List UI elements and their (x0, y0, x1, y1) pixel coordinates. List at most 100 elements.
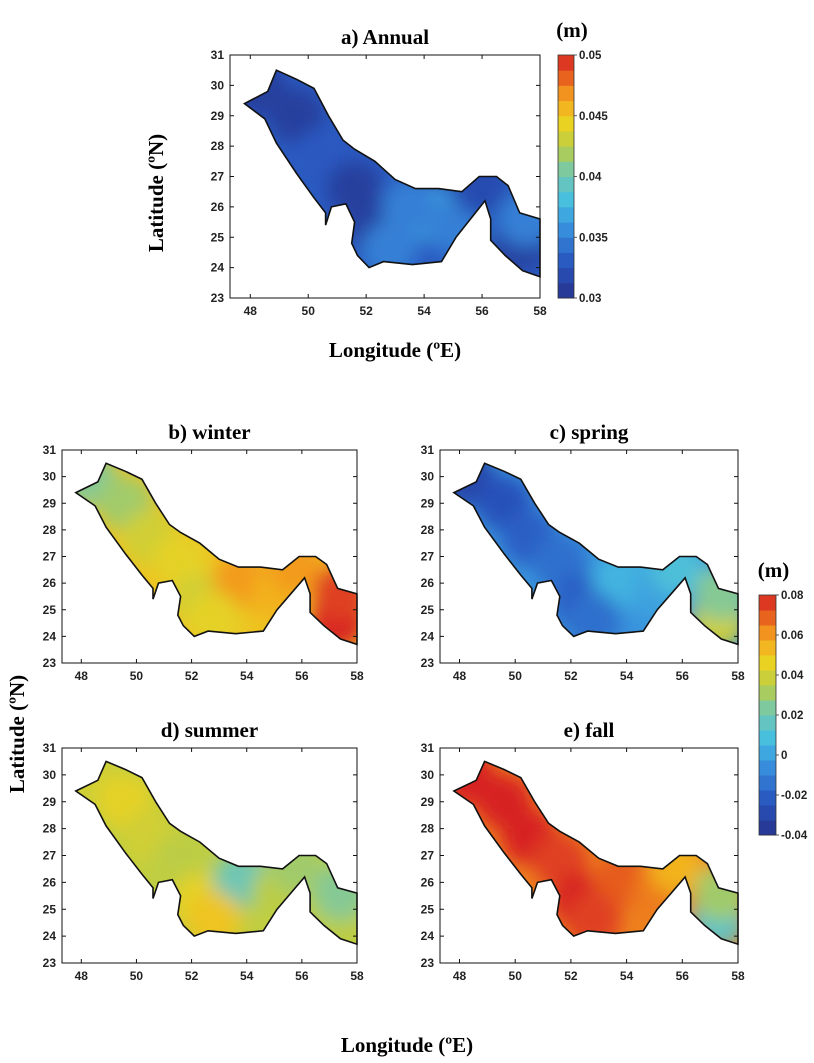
colorbar-swatch-fall (759, 685, 776, 701)
data-point-winter-10 (185, 592, 242, 645)
panel-title-annual: a) Annual (341, 25, 429, 49)
colorbar-swatch-fall (759, 820, 776, 836)
colorbar-tick-label-fall: 0.02 (781, 710, 803, 722)
colorbar-unit-fall: (m) (758, 558, 789, 582)
x-tick-label-spring: 48 (453, 669, 467, 683)
colorbar-swatch-fall (759, 775, 776, 791)
x-tick-label-annual: 48 (244, 304, 258, 318)
colorbar-tick-label-fall: -0.02 (781, 790, 807, 802)
colorbar-swatch-fall (759, 790, 776, 806)
y-tick-label-winter: 25 (43, 603, 57, 617)
x-tick-label-spring: 56 (676, 669, 690, 683)
y-tick-label-fall: 24 (421, 929, 435, 943)
colorbar-swatch-fall (759, 640, 776, 656)
y-tick-label-spring: 25 (421, 603, 435, 617)
x-tick-label-winter: 48 (75, 669, 89, 683)
y-tick-label-spring: 26 (421, 576, 435, 590)
x-tick-label-fall: 54 (620, 969, 634, 983)
y-tick-label-annual: 29 (211, 109, 225, 123)
y-tick-label-annual: 27 (211, 170, 225, 184)
top-x-axis-label: Longitude (ºE) (329, 338, 461, 362)
colorbar-swatch-fall (759, 595, 776, 611)
x-tick-label-winter: 52 (185, 669, 199, 683)
data-point-fall-10 (565, 892, 622, 945)
data-point-annual-10 (381, 178, 438, 235)
x-tick-label-summer: 50 (130, 969, 144, 983)
y-tick-label-spring: 30 (421, 470, 435, 484)
colorbar-tick-label-fall: 0.08 (781, 590, 804, 602)
colorbar-swatch-annual (558, 55, 574, 71)
colorbar-tick-label-annual: 0.05 (579, 50, 602, 62)
colorbar-swatch-annual (558, 206, 574, 223)
data-point-annual-9 (497, 191, 540, 248)
colorbar-swatch-fall (759, 760, 776, 776)
panel-title-winter: b) winter (168, 420, 250, 444)
colorbar-swatch-fall (759, 670, 776, 686)
y-tick-label-annual: 26 (211, 200, 225, 214)
y-tick-label-fall: 26 (421, 875, 435, 889)
colorbar-swatch-annual (558, 100, 574, 117)
y-tick-label-winter: 27 (43, 550, 57, 564)
x-tick-label-winter: 54 (240, 669, 254, 683)
colorbar-tick-label-fall: 0.06 (781, 630, 803, 642)
colorbar-swatch-annual (558, 267, 574, 284)
y-tick-label-annual: 31 (211, 48, 225, 62)
y-tick-label-summer: 23 (43, 956, 57, 970)
y-tick-label-spring: 23 (421, 656, 435, 670)
panel-title-spring: c) spring (550, 420, 629, 444)
x-tick-label-spring: 50 (509, 669, 523, 683)
x-tick-label-winter: 56 (295, 669, 309, 683)
coastline-annual (243, 69, 541, 278)
y-tick-label-fall: 27 (421, 849, 435, 863)
y-tick-label-spring: 31 (421, 443, 435, 457)
coastline-spring (452, 462, 739, 646)
x-tick-label-summer: 58 (350, 969, 364, 983)
y-tick-label-spring: 29 (421, 496, 435, 510)
y-tick-label-winter: 24 (43, 629, 57, 643)
x-tick-label-annual: 52 (359, 304, 373, 318)
colorbar-swatch-fall (759, 700, 776, 716)
bottom-x-axis-label: Longitude (ºE) (341, 1033, 473, 1057)
x-tick-label-fall: 48 (453, 969, 467, 983)
panel-title-fall: e) fall (564, 718, 615, 742)
colorbar-tick-label-annual: 0.03 (579, 293, 601, 305)
y-tick-label-annual: 30 (211, 78, 225, 92)
colorbar-tick-label-fall: 0.04 (781, 670, 804, 682)
data-point-summer-9 (312, 865, 358, 922)
panel-title-summer: d) summer (161, 718, 258, 742)
colorbar-swatch-annual (558, 161, 574, 177)
y-tick-label-winter: 28 (43, 523, 57, 537)
data-point-fall-9 (693, 865, 738, 922)
x-tick-label-spring: 54 (620, 669, 634, 683)
coastline-winter (74, 462, 358, 646)
colorbar-tick-label-annual: 0.035 (579, 232, 608, 244)
y-tick-label-spring: 24 (421, 629, 435, 643)
y-tick-label-fall: 31 (421, 741, 435, 755)
y-tick-label-spring: 27 (421, 550, 435, 564)
y-tick-label-fall: 29 (421, 795, 435, 809)
x-tick-label-fall: 50 (509, 969, 523, 983)
y-tick-label-summer: 31 (43, 741, 57, 755)
colorbar-unit-annual: (m) (556, 18, 587, 42)
colorbar-swatch-annual (558, 176, 574, 193)
coastline-summer (74, 760, 358, 946)
x-tick-label-spring: 58 (731, 669, 745, 683)
x-tick-label-winter: 50 (130, 669, 144, 683)
colorbar-swatch-annual (558, 252, 574, 269)
colorbar-swatch-fall (759, 745, 776, 761)
y-tick-label-winter: 26 (43, 576, 57, 590)
data-point-annual-1 (268, 87, 325, 144)
colorbar-swatch-fall (759, 625, 776, 641)
y-tick-label-winter: 29 (43, 496, 57, 510)
colorbar-tick-label-annual: 0.04 (579, 172, 602, 184)
y-tick-label-summer: 26 (43, 875, 57, 889)
x-tick-label-winter: 58 (350, 669, 364, 683)
colorbar-swatch-annual (558, 70, 574, 86)
colorbar-fall: -0.04 -0.02 0 0.02 0.04 0.06 0.08 (m) (758, 558, 808, 842)
x-tick-label-annual: 54 (417, 304, 431, 318)
colorbar-swatch-annual (558, 146, 574, 162)
data-point-summer-10 (185, 892, 242, 945)
colorbar-swatch-annual (558, 282, 574, 299)
y-tick-label-winter: 30 (43, 470, 57, 484)
